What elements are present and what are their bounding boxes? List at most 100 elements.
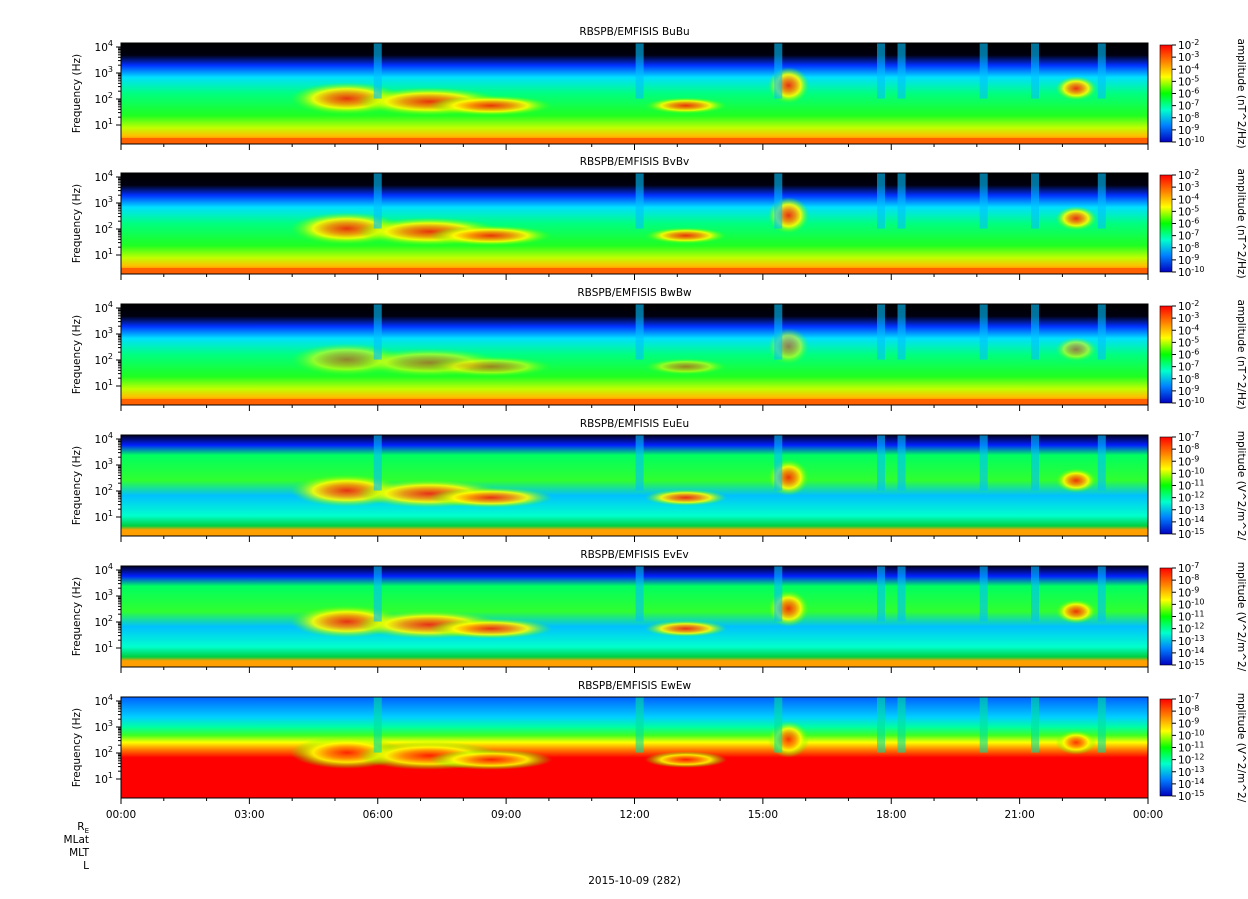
ephemeris-label: MLT [69, 847, 89, 859]
streak [635, 173, 644, 229]
colorbar-tick-label: 10-13 [1178, 503, 1204, 517]
colorbar-tick-label: 10-8 [1178, 573, 1199, 587]
spectrogram [121, 173, 1148, 274]
y-tick-label: 104 [95, 39, 113, 54]
streak [373, 697, 382, 753]
streak [373, 43, 382, 99]
colorbar-label: amplitude (nT^2/Hz) [1235, 168, 1247, 278]
y-tick-label: 102 [95, 352, 113, 367]
streak [774, 304, 783, 360]
streak [897, 566, 906, 622]
streak [897, 43, 906, 99]
y-tick-label: 102 [95, 221, 113, 236]
streak [876, 697, 885, 753]
streak [774, 566, 783, 622]
streak [876, 173, 885, 229]
y-axis-label: Frequency (Hz) [71, 577, 83, 656]
colorbar-tick-label: 10-10 [1178, 265, 1204, 279]
streak [635, 697, 644, 753]
emission-region [1055, 599, 1097, 624]
streak [1031, 697, 1040, 753]
streak [373, 304, 382, 360]
colorbar-tick-label: 10-12 [1178, 491, 1204, 505]
colorbar-tick-label: 10-10 [1178, 396, 1204, 410]
y-tick-label: 102 [95, 745, 113, 760]
colorbar-tick-label: 10-5 [1178, 204, 1199, 218]
colorbar-tick-label: 10-15 [1178, 658, 1204, 672]
streak [635, 304, 644, 360]
x-tick-label: 18:00 [876, 809, 906, 821]
emission-region [644, 489, 727, 506]
low-freq-band [121, 399, 1148, 405]
y-tick-label: 101 [95, 247, 113, 262]
colorbar-tick-label: 10-4 [1178, 192, 1199, 206]
streak [373, 566, 382, 622]
x-tick-label: 00:00 [106, 809, 136, 821]
streak [897, 173, 906, 229]
colorbar-tick-label: 10-5 [1178, 74, 1199, 88]
emission-region [644, 97, 727, 114]
y-tick-label: 101 [95, 378, 113, 393]
x-tick-label: 09:00 [491, 809, 521, 821]
colorbar-tick-label: 10-2 [1178, 299, 1199, 313]
low-freq-band [121, 792, 1148, 798]
emission-region [1055, 730, 1097, 755]
x-tick-label: 03:00 [234, 809, 264, 821]
streak [876, 435, 885, 491]
colorbar-tick-label: 10-10 [1178, 597, 1204, 611]
colorbar-tick-label: 10-14 [1178, 515, 1204, 529]
colorbar-tick-label: 10-3 [1178, 50, 1199, 64]
y-tick-label: 103 [95, 195, 113, 210]
emission-region [768, 197, 810, 234]
panel-title: RBSPB/EMFISIS BvBv [580, 156, 689, 168]
streak [635, 435, 644, 491]
colorbar-tick-label: 10-5 [1178, 335, 1199, 349]
streak [979, 304, 988, 360]
y-axis-label: Frequency (Hz) [71, 315, 83, 394]
y-tick-label: 102 [95, 614, 113, 629]
low-freq-band [121, 268, 1148, 274]
colorbar-tick-label: 10-4 [1178, 62, 1199, 76]
panel-6: RBSPB/EMFISIS EwEw 104 103 102 101 Frequency … [71, 680, 1247, 804]
colorbar-tick-label: 10-15 [1178, 789, 1204, 803]
colorbar-tick-label: 10-8 [1178, 111, 1199, 125]
panel-title: RBSPB/EMFISIS EvEv [580, 549, 688, 561]
emission-region [644, 227, 727, 244]
colorbar [1159, 174, 1173, 273]
streak [876, 566, 885, 622]
y-tick-label: 104 [95, 169, 113, 184]
colorbar-tick-label: 10-6 [1178, 217, 1199, 231]
colorbar-tick-label: 10-7 [1178, 229, 1199, 243]
emission-region [644, 751, 727, 768]
streak [979, 566, 988, 622]
colorbar-tick-label: 10-7 [1178, 360, 1199, 374]
x-tick-label: 21:00 [1004, 809, 1034, 821]
streak [876, 43, 885, 99]
streak [774, 43, 783, 99]
emission-region [429, 749, 553, 770]
y-tick-label: 103 [95, 588, 113, 603]
streak [1031, 43, 1040, 99]
colorbar-label: mplitude (V^2/m^2/ [1235, 562, 1247, 672]
streak [1097, 173, 1106, 229]
y-tick-label: 103 [95, 457, 113, 472]
panel-3: RBSPB/EMFISIS BwBw 104 103 102 101 Frequency … [71, 287, 1247, 411]
colorbar [1159, 305, 1173, 404]
streak [979, 173, 988, 229]
y-tick-label: 103 [95, 65, 113, 80]
streak [1097, 435, 1106, 491]
panel-title: RBSPB/EMFISIS BwBw [577, 287, 692, 299]
streak [897, 435, 906, 491]
colorbar-label: mplitude (V^2/m^2/ [1235, 431, 1247, 541]
ephemeris-label: MLat [64, 834, 89, 846]
y-axis-label: Frequency (Hz) [71, 54, 83, 133]
spectrogram [121, 304, 1148, 405]
colorbar-tick-label: 10-8 [1178, 442, 1199, 456]
colorbar-label: amplitude (nT^2/Hz) [1235, 38, 1247, 148]
y-tick-label: 101 [95, 640, 113, 655]
y-tick-label: 104 [95, 300, 113, 315]
streak [1031, 173, 1040, 229]
y-tick-label: 104 [95, 562, 113, 577]
spectrogram [121, 43, 1148, 144]
